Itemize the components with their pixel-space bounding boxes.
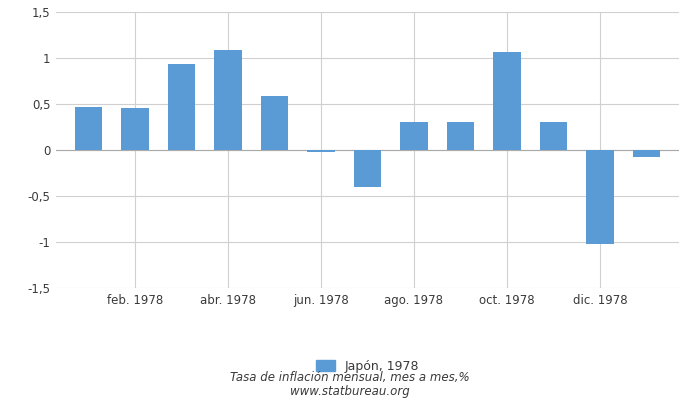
Bar xyxy=(260,96,288,150)
Bar xyxy=(75,107,102,150)
Bar xyxy=(307,150,335,152)
Bar xyxy=(493,52,521,150)
Bar xyxy=(540,122,568,150)
Text: Tasa de inflación mensual, mes a mes,%: Tasa de inflación mensual, mes a mes,% xyxy=(230,372,470,384)
Bar xyxy=(354,150,382,187)
Bar xyxy=(586,150,614,244)
Bar xyxy=(633,150,660,157)
Bar xyxy=(214,50,242,150)
Bar xyxy=(400,122,428,150)
Bar xyxy=(447,122,475,150)
Bar xyxy=(121,108,149,150)
Legend: Japón, 1978: Japón, 1978 xyxy=(311,355,424,378)
Bar xyxy=(167,64,195,150)
Text: www.statbureau.org: www.statbureau.org xyxy=(290,386,410,398)
